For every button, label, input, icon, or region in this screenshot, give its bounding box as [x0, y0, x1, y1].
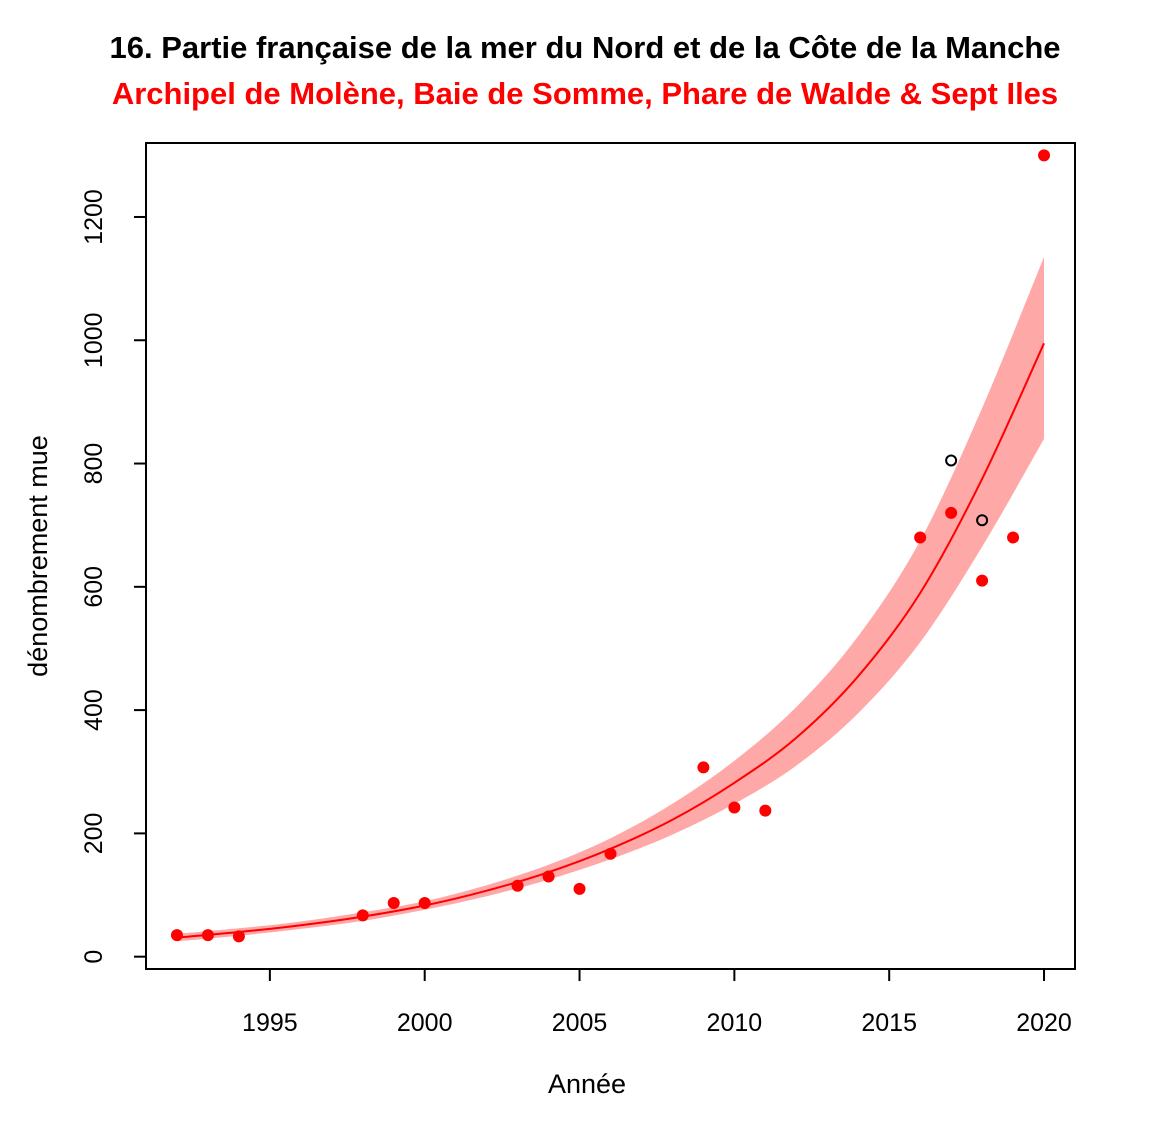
confidence-band: [177, 257, 1044, 942]
data-point: [697, 761, 710, 774]
data-point: [914, 531, 927, 544]
data-point: [604, 847, 617, 860]
open-data-point: [945, 454, 958, 467]
fit-curve: [176, 342, 1045, 939]
data-point: [1007, 531, 1020, 544]
plot-frame: [145, 142, 1076, 970]
y-tick-label: 800: [80, 443, 108, 485]
data-point: [170, 929, 183, 942]
y-tick-label: 1000: [80, 312, 108, 368]
chart-subtitle: Archipel de Molène, Baie de Somme, Phare…: [111, 76, 1059, 111]
data-point: [232, 930, 245, 943]
data-point: [201, 929, 214, 942]
y-tick-label: 600: [80, 566, 108, 608]
data-point: [1038, 149, 1051, 162]
data-point: [759, 804, 772, 817]
y-tick-label: 0: [80, 950, 108, 964]
y-tick-label: 400: [80, 689, 108, 731]
x-tick-label: 2020: [1016, 1009, 1072, 1037]
y-tick-label: 1200: [80, 189, 108, 245]
data-point: [945, 506, 958, 519]
data-point: [542, 870, 555, 883]
open-data-point: [976, 514, 989, 527]
x-tick-label: 2015: [861, 1009, 917, 1037]
data-point: [356, 909, 369, 922]
chart-title: 16. Partie française de la mer du Nord e…: [109, 30, 1061, 65]
x-tick-label: 1995: [242, 1009, 298, 1037]
x-tick-label: 2010: [707, 1009, 763, 1037]
data-point: [387, 897, 400, 910]
y-axis-title: dénombrement mue: [23, 435, 53, 677]
data-point: [418, 897, 431, 910]
data-point: [728, 801, 741, 814]
x-tick-label: 2000: [397, 1009, 453, 1037]
x-axis-title: Année: [548, 1069, 626, 1099]
x-tick-label: 2005: [552, 1009, 608, 1037]
data-point: [976, 574, 989, 587]
data-point: [511, 879, 524, 892]
y-tick-label: 200: [80, 813, 108, 855]
data-point: [573, 882, 586, 895]
